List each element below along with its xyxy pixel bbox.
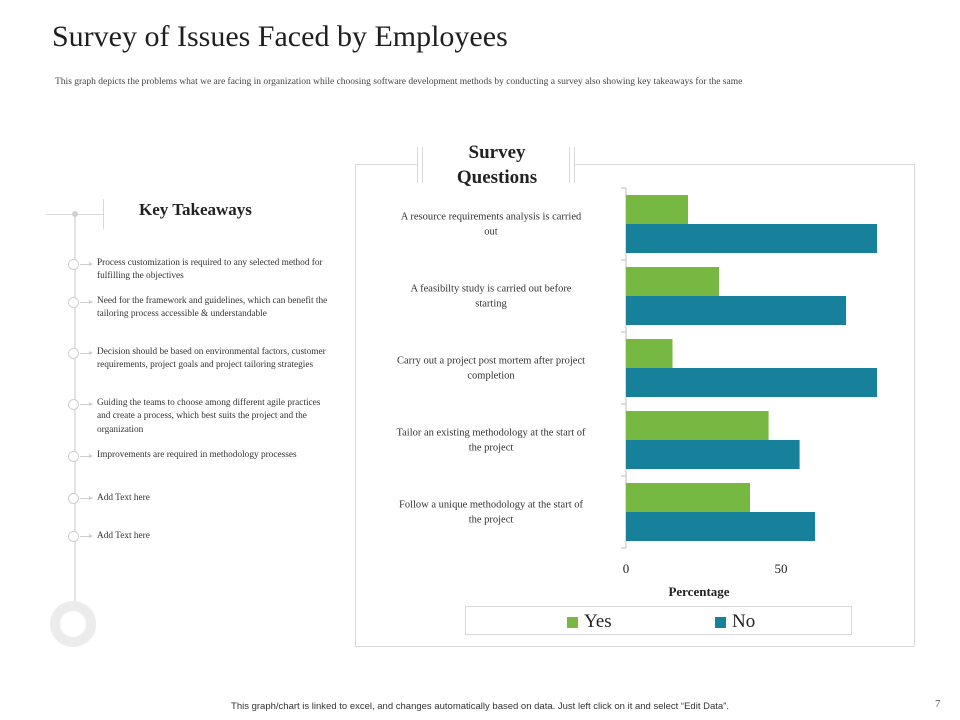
takeaway-item: Process customization is required to any… <box>97 258 323 282</box>
bar-no <box>626 224 878 253</box>
tab-line <box>574 147 575 183</box>
bar-yes <box>626 195 688 224</box>
bar-no <box>626 512 816 541</box>
legend-swatch-no <box>715 616 726 628</box>
key-takeaways-heading: Key Takeaways <box>139 200 252 219</box>
takeaway-bullet-icon <box>68 297 79 308</box>
takeaway-bullet-icon <box>68 348 79 359</box>
arrow-right-icon <box>80 454 93 458</box>
x-tick-label: 0 <box>623 561 630 576</box>
page-number: 7 <box>935 698 941 710</box>
legend-swatch-yes <box>567 616 578 628</box>
tab-line <box>417 147 418 183</box>
decorative-ring <box>50 601 96 647</box>
takeaway-bullet-icon <box>68 259 79 270</box>
timeline-top-dot <box>72 211 78 217</box>
tab-line <box>569 147 570 183</box>
bar-yes <box>626 339 673 368</box>
chart-title-line: Survey <box>468 142 526 163</box>
legend-label-no: No <box>732 611 756 632</box>
bar-yes <box>626 411 769 440</box>
arrow-right-icon <box>80 402 93 406</box>
arrow-right-icon <box>80 300 93 304</box>
takeaway-bullet-icon <box>68 451 79 462</box>
takeaway-item: Guiding the teams to choose among differ… <box>97 398 321 435</box>
legend-item-no: No <box>715 611 755 633</box>
category-label: Carry out a project post mortem after pr… <box>397 356 585 382</box>
takeaway-item: Improvements are required in methodology… <box>97 450 297 460</box>
footer-note: This graph/chart is linked to excel, and… <box>231 701 729 712</box>
page-title: Survey of Issues Faced by Employees <box>52 20 508 53</box>
arrow-right-icon <box>80 351 93 355</box>
timeline-top-tick <box>103 199 104 229</box>
arrow-right-icon <box>80 534 93 538</box>
chart-title: Survey Questions <box>426 140 568 190</box>
arrow-right-icon <box>80 262 93 266</box>
legend-label-yes: Yes <box>584 611 612 632</box>
x-tick-label: 50 <box>775 561 788 576</box>
category-label: Tailor an existing methodology at the st… <box>396 428 586 454</box>
takeaway-item: Add Text here <box>97 493 150 503</box>
takeaway-bullet-icon <box>68 531 79 542</box>
bar-yes <box>626 267 719 296</box>
bar-chart: A resource requirements analysis is carr… <box>396 187 878 599</box>
page-subtitle: This graph depicts the problems what we … <box>55 77 743 87</box>
category-label: A feasibilty study is carried out before… <box>411 284 572 310</box>
takeaway-bullet-icon <box>68 493 79 504</box>
takeaway-item: Need for the framework and guidelines, w… <box>97 296 328 320</box>
chart-legend: Yes No <box>465 606 852 635</box>
bar-no <box>626 440 800 469</box>
bar-no <box>626 368 878 397</box>
tab-line <box>422 147 423 183</box>
takeaway-bullet-icon <box>68 399 79 410</box>
chart-title-line: Questions <box>456 167 538 188</box>
bar-yes <box>626 483 750 512</box>
bar-no <box>626 296 847 325</box>
legend-item-yes: Yes <box>567 611 612 633</box>
category-label: Follow a unique methodology at the start… <box>399 500 584 526</box>
chart-title-tab <box>417 141 575 186</box>
category-label: A resource requirements analysis is carr… <box>401 212 582 238</box>
arrow-right-icon <box>80 496 93 500</box>
takeaway-item: Decision should be based on environmenta… <box>97 347 326 371</box>
x-axis-label: Percentage <box>668 584 729 599</box>
timeline-line <box>74 214 76 606</box>
takeaway-item: Add Text here <box>97 531 150 541</box>
